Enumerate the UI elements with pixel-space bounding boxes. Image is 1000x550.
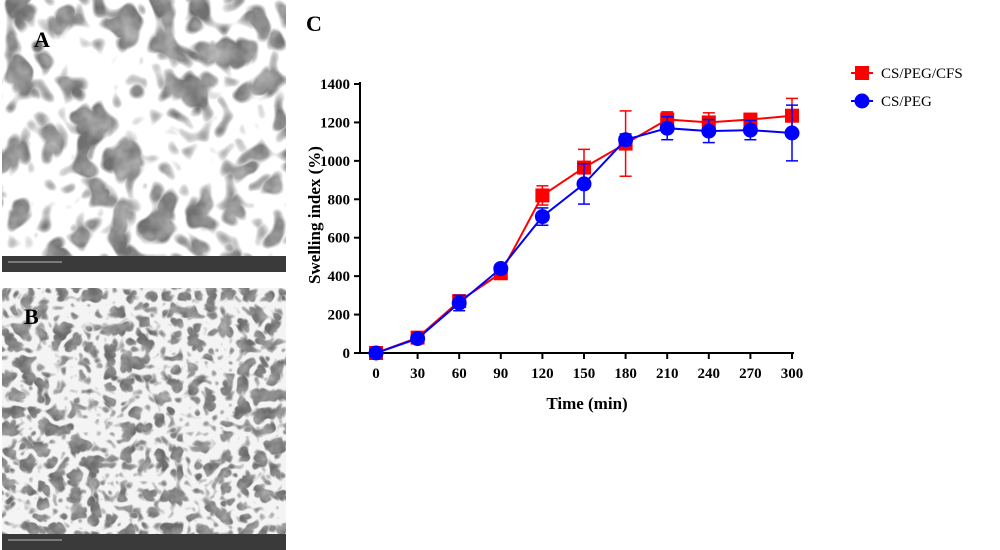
y-tick-label: 1000 — [320, 154, 350, 170]
y-tick-label: 400 — [328, 269, 351, 285]
panel-b-label: B — [24, 304, 39, 329]
data-point — [451, 295, 467, 311]
data-point — [410, 331, 426, 347]
data-point — [701, 123, 717, 139]
data-point — [368, 345, 384, 361]
legend-marker — [855, 66, 869, 80]
y-tick-label: 0 — [343, 346, 351, 362]
y-tick-label: 200 — [328, 308, 351, 324]
x-tick-label: 30 — [410, 366, 425, 382]
series-circle — [368, 104, 800, 361]
x-tick-label: 120 — [531, 366, 554, 382]
x-axis-title: Time (min) — [546, 394, 627, 413]
y-axis-title: Swelling index (%) — [305, 146, 324, 284]
x-tick-label: 240 — [698, 366, 721, 382]
data-point — [659, 120, 675, 136]
data-point — [742, 122, 758, 138]
x-tick-label: 270 — [739, 366, 762, 382]
chart-legend: CS/PEG/CFS CS/PEG — [851, 66, 963, 110]
data-point — [493, 260, 509, 276]
y-tick-label: 1400 — [320, 77, 350, 93]
data-point — [784, 125, 800, 141]
x-tick-label: 60 — [452, 366, 467, 382]
x-tick-label: 300 — [781, 366, 804, 382]
legend-label: CS/PEG — [881, 94, 932, 110]
y-tick-label: 800 — [328, 192, 351, 208]
legend-marker — [854, 93, 870, 109]
x-tick-label: 150 — [573, 366, 596, 382]
sem-image-b: B — [2, 288, 286, 550]
chart-axes: 0 200 400 600 800 1000 1200 1400 0 30 60 90 120 150 18… — [320, 77, 803, 382]
x-tick-label: 0 — [372, 366, 380, 382]
panel-c-label: C — [306, 11, 322, 36]
y-tick-label: 600 — [328, 231, 351, 247]
panel-a-label: A — [34, 27, 50, 52]
series-square — [369, 97, 799, 360]
x-tick-label: 90 — [493, 366, 508, 382]
legend-label: CS/PEG/CFS — [881, 66, 963, 82]
data-point — [535, 188, 550, 203]
chart-series — [368, 97, 800, 361]
data-point — [534, 209, 550, 225]
data-point — [576, 176, 592, 192]
y-tick-label: 1200 — [320, 115, 350, 131]
data-point — [743, 112, 758, 127]
x-tick-label: 180 — [614, 366, 637, 382]
sem-image-a: A — [2, 0, 286, 272]
x-tick-label: 210 — [656, 366, 679, 382]
data-point — [618, 132, 634, 148]
